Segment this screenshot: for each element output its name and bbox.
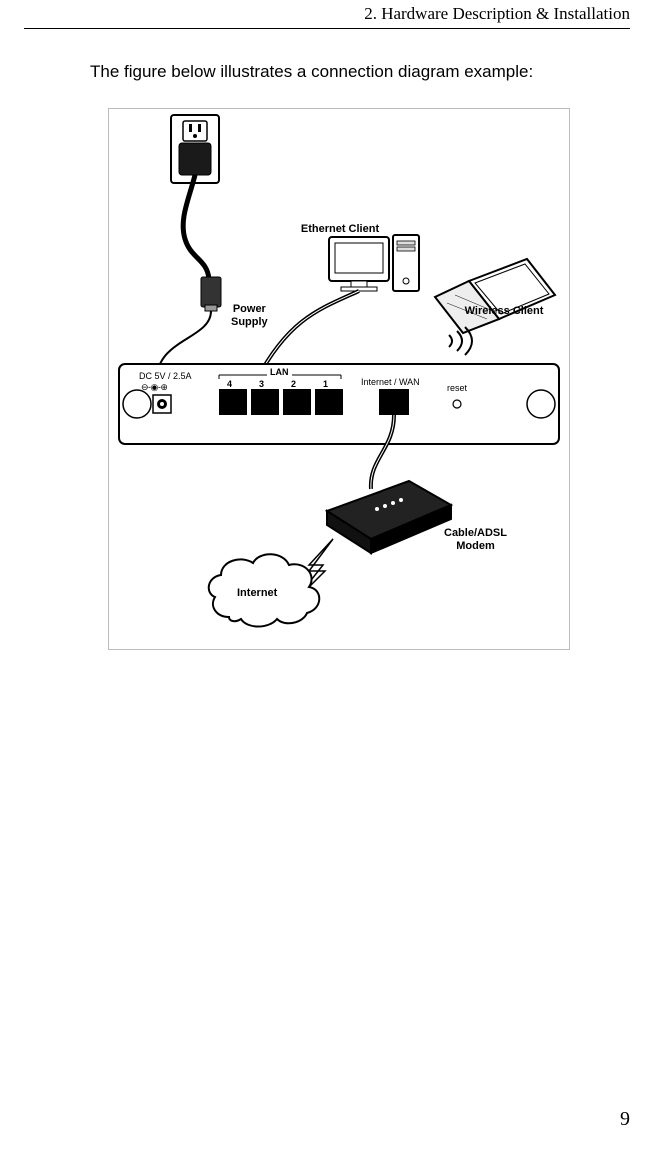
intro-text: The figure below illustrates a connectio… [90, 62, 533, 82]
label-ethernet-client: Ethernet Client [285, 223, 395, 236]
header-rule [24, 28, 630, 29]
label-wan: Internet / WAN [361, 377, 420, 387]
label-internet: Internet [237, 587, 277, 600]
label-reset: reset [447, 383, 467, 393]
label-lan: LAN [267, 367, 292, 377]
port-1: 1 [323, 379, 328, 389]
label-dc: DC 5V / 2.5A [139, 371, 192, 381]
port-4: 4 [227, 379, 232, 389]
label-wireless-client: Wireless Client [449, 305, 559, 318]
connection-diagram: PowerSupply Ethernet Client Wireless Cli… [108, 108, 570, 650]
page-number: 9 [620, 1108, 630, 1131]
port-2: 2 [291, 379, 296, 389]
modem-text: Cable/ADSLModem [444, 527, 507, 552]
power-supply-text: PowerSupply [231, 303, 268, 328]
page: 2. Hardware Description & Installation T… [0, 0, 654, 1151]
port-3: 3 [259, 379, 264, 389]
page-header-title: 2. Hardware Description & Installation [364, 4, 630, 24]
connector-symbol: ⊖-◉-⊕ [141, 382, 167, 393]
